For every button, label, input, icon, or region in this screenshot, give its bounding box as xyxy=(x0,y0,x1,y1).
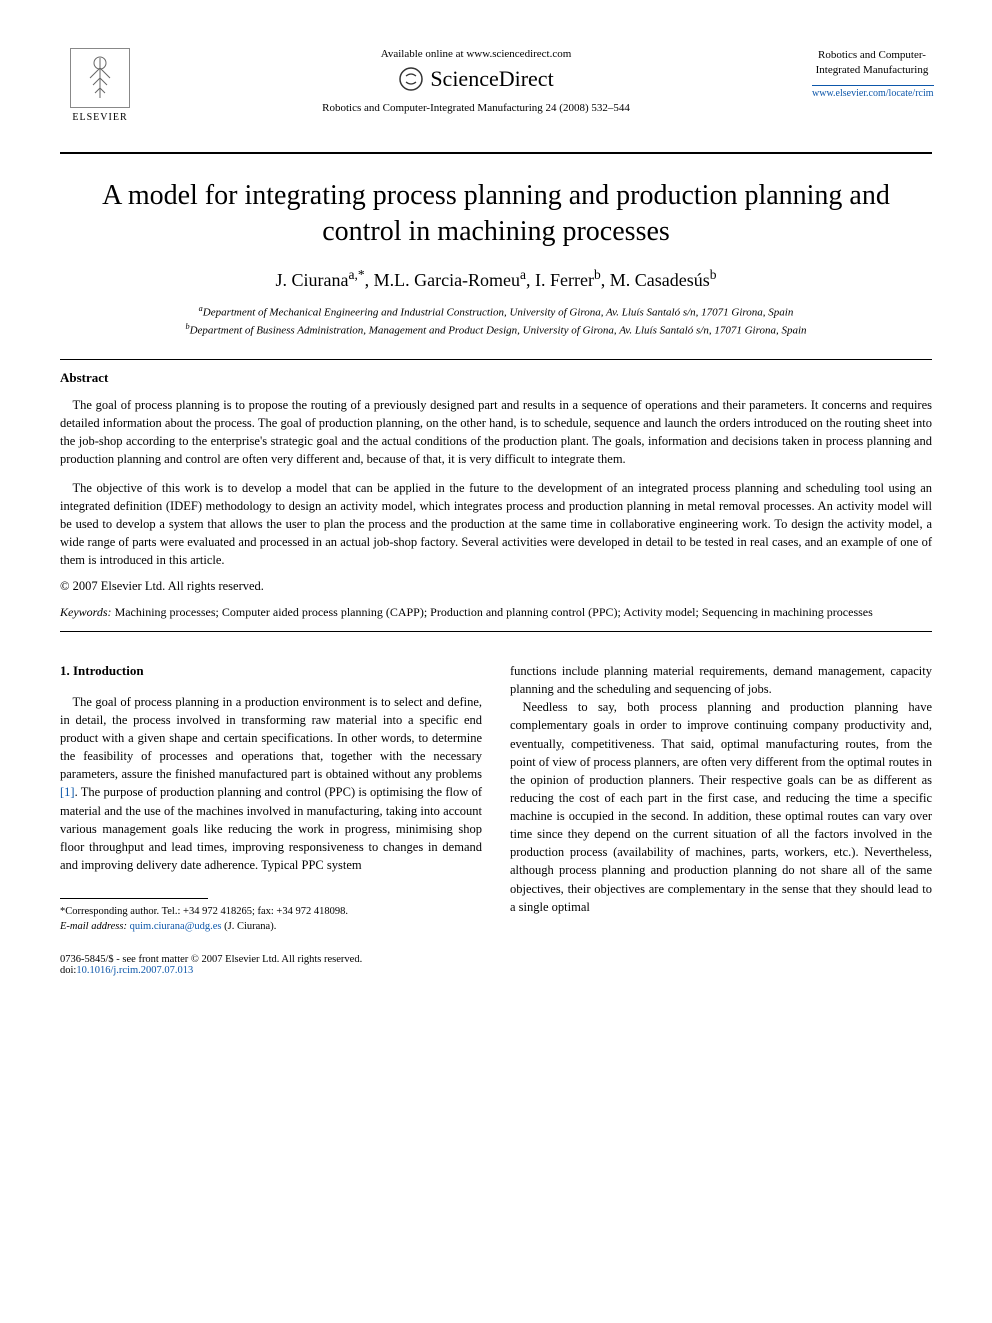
intro-para-1: The goal of process planning in a produc… xyxy=(60,693,482,874)
intro-para-1-cont: functions include planning material requ… xyxy=(510,662,932,698)
footnote-rule xyxy=(60,898,208,899)
journal-box-title: Robotics and Computer-Integrated Manufac… xyxy=(812,48,932,79)
ref-link-1[interactable]: [1] xyxy=(60,785,75,799)
keywords-text: Machining processes; Computer aided proc… xyxy=(115,605,873,619)
sciencedirect-icon xyxy=(398,66,424,92)
journal-url-link[interactable]: www.elsevier.com/locate/rcim xyxy=(812,85,934,99)
doi-line: doi:10.1016/j.rcim.2007.07.013 xyxy=(60,965,362,976)
email-line: E-mail address: quim.ciurana@udg.es (J. … xyxy=(60,920,482,935)
keywords-label: Keywords: xyxy=(60,605,112,619)
footer-left: 0736-5845/$ - see front matter © 2007 El… xyxy=(60,954,362,976)
rule-above-abstract xyxy=(60,359,932,360)
journal-box: Robotics and Computer-Integrated Manufac… xyxy=(812,48,932,101)
body-columns: 1. Introduction The goal of process plan… xyxy=(60,662,932,934)
doi-link[interactable]: 10.1016/j.rcim.2007.07.013 xyxy=(76,965,193,976)
intro-text-pre: The goal of process planning in a produc… xyxy=(60,695,482,782)
article-title: A model for integrating process planning… xyxy=(60,178,932,251)
journal-reference: Robotics and Computer-Integrated Manufac… xyxy=(140,102,812,114)
doi-label: doi: xyxy=(60,965,76,976)
sciencedirect-logo: ScienceDirect xyxy=(140,66,812,92)
keywords-block: Keywords: Machining processes; Computer … xyxy=(60,604,932,621)
page-header: ELSEVIER Available online at www.science… xyxy=(60,48,932,138)
intro-text-post: . The purpose of production planning and… xyxy=(60,785,482,872)
email-link[interactable]: quim.ciurana@udg.es xyxy=(130,921,222,932)
page-footer: 0736-5845/$ - see front matter © 2007 El… xyxy=(60,954,932,976)
corresponding-author-footnote: *Corresponding author. Tel.: +34 972 418… xyxy=(60,905,482,934)
email-name: (J. Ciurana). xyxy=(224,921,276,932)
column-left: 1. Introduction The goal of process plan… xyxy=(60,662,482,934)
rule-below-keywords xyxy=(60,631,932,632)
header-rule xyxy=(60,152,932,154)
elsevier-label: ELSEVIER xyxy=(72,112,127,123)
elsevier-tree-icon xyxy=(70,48,130,108)
affiliations: aDepartment of Mechanical Engineering an… xyxy=(60,303,932,339)
intro-para-2: Needless to say, both process planning a… xyxy=(510,698,932,916)
affiliation-b: bDepartment of Business Administration, … xyxy=(60,321,932,339)
abstract-para-1: The goal of process planning is to propo… xyxy=(60,396,932,469)
sciencedirect-text: ScienceDirect xyxy=(430,66,553,92)
section-1-heading: 1. Introduction xyxy=(60,662,482,681)
elsevier-logo: ELSEVIER xyxy=(60,48,140,138)
affiliation-a: aDepartment of Mechanical Engineering an… xyxy=(60,303,932,321)
corresponding-line: *Corresponding author. Tel.: +34 972 418… xyxy=(60,905,482,920)
authors-line: J. Ciuranaa,*, M.L. Garcia-Romeua, I. Fe… xyxy=(60,267,932,291)
available-online-text: Available online at www.sciencedirect.co… xyxy=(140,48,812,60)
header-center: Available online at www.sciencedirect.co… xyxy=(140,48,812,114)
column-right: functions include planning material requ… xyxy=(510,662,932,934)
abstract-copyright: © 2007 Elsevier Ltd. All rights reserved… xyxy=(60,579,932,594)
email-label: E-mail address: xyxy=(60,921,127,932)
front-matter-line: 0736-5845/$ - see front matter © 2007 El… xyxy=(60,954,362,965)
abstract-para-2: The objective of this work is to develop… xyxy=(60,479,932,570)
abstract-heading: Abstract xyxy=(60,370,932,386)
